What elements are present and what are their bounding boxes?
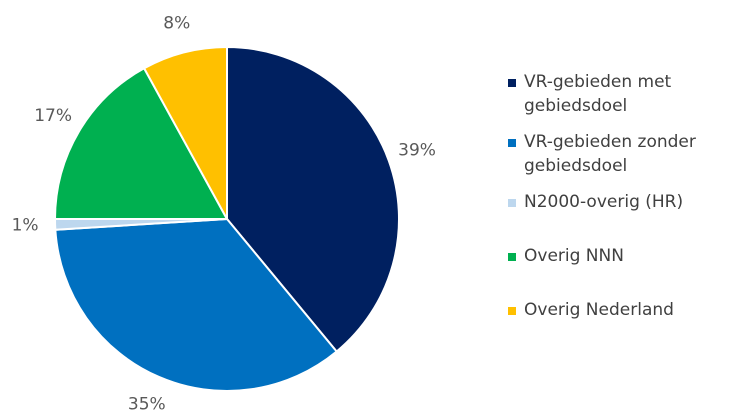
legend-label: Overig NNN xyxy=(524,246,624,266)
legend-item: VR-gebieden met gebiedsdoel xyxy=(508,70,733,118)
data-label: 1% xyxy=(12,215,39,235)
legend-label: N2000-overig (HR) xyxy=(524,192,684,212)
pie-slice xyxy=(53,66,229,220)
legend-label: VR-gebieden met gebiedsdoel xyxy=(524,72,672,116)
legend-item: N2000-overig (HR) xyxy=(508,190,733,214)
pie-slice xyxy=(226,45,400,353)
legend-item: Overig Nederland xyxy=(508,298,733,322)
legend-item: Overig NNN xyxy=(508,244,733,268)
legend-swatch xyxy=(508,139,516,147)
data-label: 35% xyxy=(128,394,166,412)
data-label: 8% xyxy=(163,13,190,33)
data-label: 17% xyxy=(34,106,72,126)
legend-swatch xyxy=(508,199,516,207)
legend: VR-gebieden met gebiedsdoel VR-gebieden z… xyxy=(508,70,733,334)
legend-label: VR-gebieden zonder gebiedsdoel xyxy=(524,132,696,176)
chart: 39% 35% 1% 17% 8% xyxy=(12,13,436,412)
data-label: 39% xyxy=(398,141,436,161)
legend-swatch xyxy=(508,307,516,315)
pie-slice xyxy=(142,45,228,220)
legend-swatch xyxy=(508,253,516,261)
legend-swatch xyxy=(508,79,516,87)
legend-item: VR-gebieden zonder gebiedsdoel xyxy=(508,130,733,178)
legend-label: Overig Nederland xyxy=(524,300,674,320)
pie-slice xyxy=(54,217,339,392)
